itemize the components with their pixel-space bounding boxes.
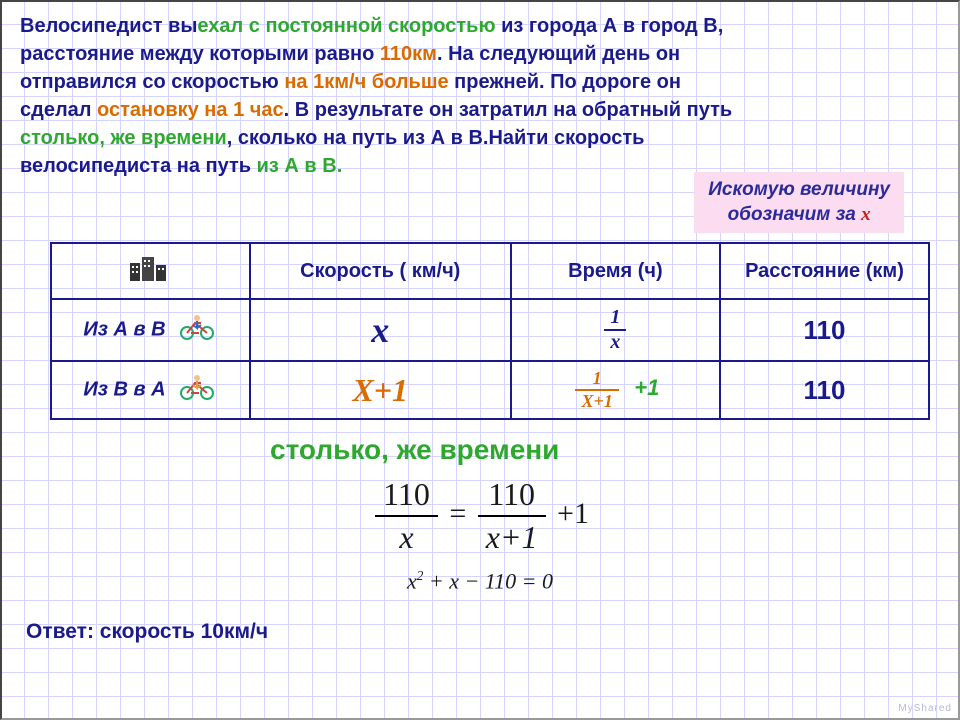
t: столько, же времени: [20, 127, 227, 149]
hint-x: х: [861, 204, 871, 225]
header-speed: Скорость ( км/ч): [250, 243, 511, 299]
hint-box: Искомую величину обозначим за х: [694, 172, 904, 233]
header-time: Время (ч): [511, 243, 720, 299]
bicycle-icon: [177, 373, 217, 407]
eq-sign: =: [449, 497, 473, 530]
header-dist: Расстояние (км): [720, 243, 929, 299]
row2-speed: Х+1: [250, 361, 511, 419]
plus-one: +1: [634, 375, 659, 400]
f-num: 1: [604, 306, 626, 331]
row2-time: 1 Х+1 +1: [511, 361, 720, 419]
row1-label-cell: Из А в В: [51, 299, 250, 361]
t: остановку на 1 час: [97, 99, 284, 121]
eq2-a: x: [407, 568, 417, 593]
city-icon: [128, 253, 172, 289]
t: расстояние между которыми равно: [20, 43, 380, 65]
t: . На следующий день он: [437, 43, 680, 65]
equation-main: 110 x = 110 x+1 +1: [20, 474, 940, 558]
row2-label-cell: Из В в А: [51, 361, 250, 419]
table-row: Из В в А Х+1 1 Х+1: [51, 361, 929, 419]
row1-time: 1 x: [511, 299, 720, 361]
eq-tail: +1: [557, 497, 589, 530]
t: . В результате он затратил на обратный п…: [284, 99, 733, 121]
t: отправился со скоростью: [20, 71, 284, 93]
summary-text: столько, же времени: [270, 434, 940, 466]
hint-line1: Искомую величину: [708, 179, 890, 200]
t: из города А в город В,: [496, 15, 724, 37]
row1-label: Из А в В: [83, 318, 165, 340]
eq-num-l: 110: [375, 474, 438, 517]
eq-den-l: x: [375, 517, 438, 558]
hint-line2: обозначим за: [728, 204, 862, 225]
t: прежней. По дороге он: [449, 71, 681, 93]
eq-den-r: x+1: [478, 517, 546, 558]
slide-content: Велосипедист выехал с постоянной скорост…: [2, 2, 958, 604]
table-header-row: Скорость ( км/ч) Время (ч) Расстояние (к…: [51, 243, 929, 299]
equation-quadratic: x2 + x − 110 = 0: [20, 568, 940, 594]
t: на 1км/ч больше: [284, 71, 448, 93]
row2-label: Из В в А: [83, 378, 165, 400]
bicycle-icon: [177, 313, 217, 347]
t: 110км: [380, 43, 437, 65]
f-num: 1: [575, 368, 618, 391]
row1-speed: х: [250, 299, 511, 361]
row1-dist: 110: [720, 299, 929, 361]
frac-right: 110 x+1: [478, 474, 546, 558]
dist-val: 110: [803, 375, 845, 405]
t: , сколько на путь из А в В.: [227, 127, 489, 149]
t: из А в В.: [257, 155, 343, 177]
eq2-b: + x − 110 = 0: [423, 568, 553, 593]
f-den: x: [604, 331, 626, 354]
t: ехал с постоянной скоростью: [197, 15, 495, 37]
eq-num-r: 110: [478, 474, 546, 517]
t: Велосипедист вы: [20, 15, 197, 37]
t: Найти скорость: [488, 127, 644, 149]
header-empty: [51, 243, 250, 299]
f-den: Х+1: [575, 391, 618, 412]
x-plus-1: Х+1: [352, 372, 408, 408]
row2-dist: 110: [720, 361, 929, 419]
t: сделал: [20, 99, 97, 121]
frac-left: 110 x: [375, 474, 438, 558]
answer-text: Ответ: скорость 10км/ч: [26, 620, 268, 644]
problem-text: Велосипедист выехал с постоянной скорост…: [20, 12, 940, 180]
watermark-logo: MyShared: [898, 703, 952, 714]
dist-val: 110: [803, 315, 845, 345]
table-row: Из А в В х 1 x 110: [51, 299, 929, 361]
t: велосипедиста на путь: [20, 155, 257, 177]
data-table: Скорость ( км/ч) Время (ч) Расстояние (к…: [50, 242, 930, 420]
x-var: х: [371, 310, 389, 350]
